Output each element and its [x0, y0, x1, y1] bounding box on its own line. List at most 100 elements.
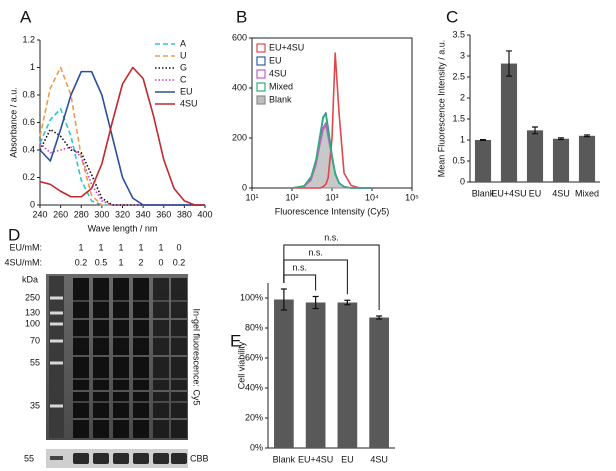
lane-label: 1 [158, 242, 163, 252]
x-axis-label: Fluorescence Intensity (Cy5) [275, 206, 390, 216]
gel-band [73, 390, 89, 392]
annotation: n.s. [308, 247, 323, 257]
y-tick-label: 1.5 [452, 113, 465, 123]
y-tick-label: 0 [30, 199, 35, 209]
series-line [39, 142, 205, 206]
y-tick-label: 0.4 [22, 144, 35, 154]
y-tick-label: 0.6 [22, 117, 35, 127]
gel-band [133, 318, 149, 320]
ladder-band [50, 361, 63, 365]
x-tick-label: EU+4SU [298, 454, 333, 464]
panel-label: D [8, 225, 20, 244]
ladder-band [50, 404, 63, 408]
x-tick-label: 10³ [325, 192, 338, 202]
gel-band [171, 378, 187, 380]
legend-label: Blank [269, 94, 292, 104]
lane-label: 0.5 [95, 257, 108, 267]
panel-label: E [230, 331, 241, 350]
gel-band [73, 355, 89, 357]
x-tick-label: EU [529, 188, 542, 198]
gel-band [73, 336, 89, 338]
bar [369, 317, 389, 448]
ladder-lane [49, 276, 64, 438]
gel-band [153, 336, 169, 338]
series-line [39, 107, 205, 206]
marker-label: 35 [30, 400, 40, 410]
gel-band [171, 318, 187, 320]
panel-label: C [446, 7, 458, 26]
error-bar [480, 138, 486, 142]
gel-band [171, 355, 187, 357]
error-bar [584, 134, 590, 138]
gel-band [73, 318, 89, 320]
y-tick-label: 1.2 [22, 34, 35, 44]
y-tick-label: 0.8 [22, 89, 35, 99]
series-line [39, 66, 205, 206]
series-line [39, 66, 205, 206]
x-tick-label: EU [341, 454, 354, 464]
panel-label: A [20, 7, 32, 26]
gel-band [153, 390, 169, 392]
x-tick-label: 340 [136, 209, 151, 219]
x-tick-label: 10⁵ [405, 192, 419, 202]
y-tick-label: 1 [30, 62, 35, 72]
annotation: n.s. [292, 262, 307, 272]
x-tick-label: 10² [285, 192, 298, 202]
legend-label: EU+4SU [269, 42, 304, 52]
x-tick-label: 10⁴ [365, 192, 379, 202]
gel-band [93, 336, 109, 338]
legend-label: Mixed [269, 81, 293, 91]
gel-band [113, 336, 129, 338]
gel-band [113, 418, 129, 420]
lane-label: 2 [138, 257, 143, 267]
lane-label: 1 [138, 242, 143, 252]
gel-band [93, 418, 109, 420]
y-tick-label: 0 [460, 176, 465, 186]
bar [578, 135, 596, 182]
gel-band [153, 378, 169, 380]
gel-band [73, 418, 89, 420]
gel-band [93, 378, 109, 380]
x-tick-label: Mixed [575, 188, 599, 198]
gel-band [133, 300, 149, 302]
gel-band [93, 390, 109, 392]
y-tick-label: 0 [242, 182, 247, 192]
y-tick-label: 1 [460, 134, 465, 144]
x-tick-label: 260 [53, 209, 68, 219]
side-label: In-gel fluorescence: Cy5 [192, 308, 202, 405]
y-tick-label: 200 [232, 132, 247, 142]
series-line [292, 52, 372, 189]
x-tick-label: 280 [74, 209, 89, 219]
y-axis-label: Mean Fluorescence Intensity / a.u. [436, 40, 446, 178]
y-tick-label: 0% [250, 442, 263, 452]
gel-band [113, 401, 129, 403]
gel-band [93, 300, 109, 302]
legend-swatch [256, 69, 266, 79]
x-tick-label: 10¹ [245, 192, 258, 202]
legend-swatch [256, 56, 266, 66]
cbb-band [153, 453, 169, 464]
gel-band [73, 401, 89, 403]
error-bar [280, 288, 287, 311]
gel-band [93, 355, 109, 357]
gel-band [113, 300, 129, 302]
ladder-band [50, 296, 63, 300]
panel-label: B [236, 7, 247, 26]
x-tick-label: 4SU [370, 454, 388, 464]
gel-band [171, 390, 187, 392]
bar [474, 140, 492, 182]
legend-label: EU [269, 55, 282, 65]
cbb-ladder [50, 456, 63, 460]
x-tick-label: 360 [156, 209, 171, 219]
row-label: EU/mM: [10, 242, 43, 252]
lane-label: 0.2 [173, 257, 186, 267]
gel-band [133, 355, 149, 357]
gel-band [153, 300, 169, 302]
gel-band [153, 418, 169, 420]
bar [274, 299, 294, 448]
marker-label: 100 [25, 318, 40, 328]
gel-band [153, 401, 169, 403]
gel-band [113, 390, 129, 392]
y-tick-label: 80% [245, 322, 263, 332]
